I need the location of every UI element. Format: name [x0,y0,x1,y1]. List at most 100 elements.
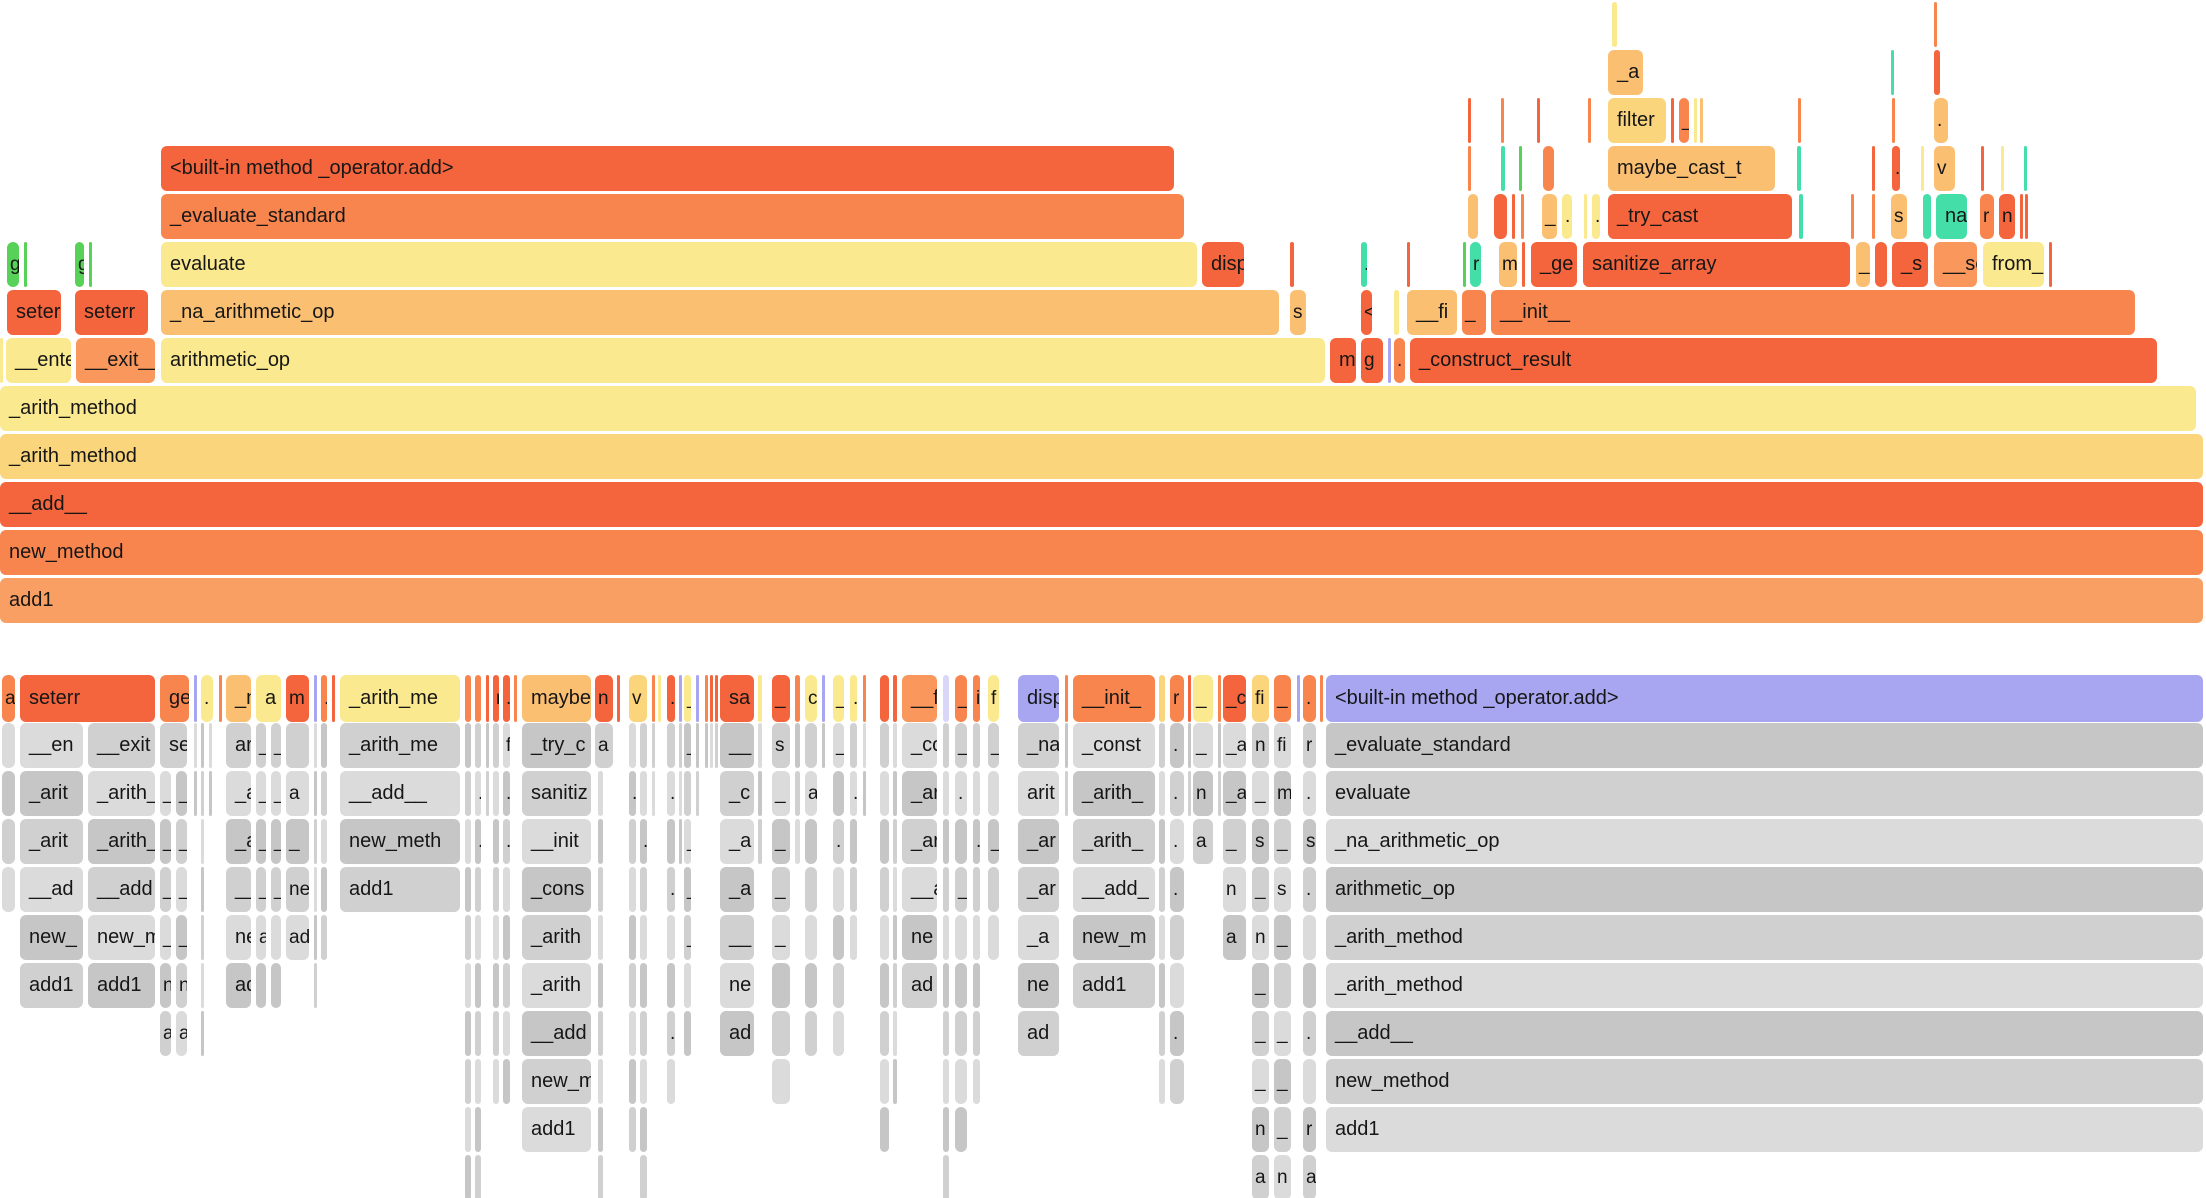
caller-cell[interactable]: f [503,723,510,768]
caller-cell[interactable] [640,915,647,960]
caller-cell[interactable]: _cons [522,867,591,912]
caller-cell[interactable] [475,1011,481,1056]
caller-cell[interactable] [955,1107,967,1152]
caller-cell[interactable] [893,723,897,768]
caller-cell[interactable]: n [160,963,171,1008]
caller-cell[interactable]: a [160,1011,171,1056]
caller-cell[interactable] [201,1011,204,1056]
flame-frame[interactable]: seterr [7,290,61,335]
caller-cell[interactable] [973,963,980,1008]
caller-cell[interactable]: _ [176,867,187,912]
caller-cell[interactable]: s [1274,867,1291,912]
caller-cell[interactable]: _ [160,867,171,912]
caller-cell[interactable]: s [772,723,790,768]
caller-cell[interactable] [1218,723,1221,768]
caller-cell[interactable]: _ [772,771,790,816]
caller-cell[interactable]: _ [160,819,171,864]
caller-cell[interactable] [629,867,636,912]
caller-cell[interactable]: _ [1274,915,1291,960]
caller-cell[interactable]: _ [988,723,999,768]
sandwich-frame[interactable]: c [805,675,817,722]
flame-frame[interactable]: n [1999,194,2015,239]
flame-frame[interactable]: evaluate [161,242,1197,287]
caller-cell[interactable]: _ar [902,819,937,864]
caller-cell[interactable] [667,963,675,1008]
sandwich-frame[interactable] [758,675,762,722]
caller-cell[interactable]: . [629,771,636,816]
sandwich-frame[interactable]: . [850,675,857,722]
caller-cell[interactable] [667,819,675,864]
caller-cell[interactable]: . [503,819,510,864]
caller-cell[interactable]: __add_ [1073,867,1155,912]
sandwich-frame[interactable] [1218,675,1221,722]
caller-cell[interactable]: __ [226,867,251,912]
flame-frame[interactable]: v [1934,146,1955,191]
caller-cell[interactable] [696,723,699,768]
caller-cell[interactable] [475,915,481,960]
caller-cell[interactable] [943,771,949,816]
caller-cell[interactable]: ad [902,963,937,1008]
flame-frame[interactable] [1468,98,1471,143]
caller-cell[interactable] [943,867,949,912]
caller-cell[interactable]: a [805,771,817,816]
caller-cell[interactable] [475,867,481,912]
flame-frame[interactable]: arithmetic_op [161,338,1325,383]
caller-cell[interactable] [758,723,762,768]
flame-frame[interactable]: __enter_ [6,338,71,383]
sandwich-frame[interactable] [863,675,866,722]
caller-cell[interactable]: _arith_method [1326,963,2203,1008]
flame-frame[interactable]: _a [1608,50,1643,95]
caller-cell[interactable]: a [256,915,266,960]
sandwich-frame[interactable] [194,675,197,722]
caller-cell[interactable]: _a [1223,771,1246,816]
flame-frame[interactable] [1671,98,1674,143]
flame-frame[interactable] [1584,194,1587,239]
sandwich-frame[interactable] [1159,675,1165,722]
flame-frame[interactable]: . [1934,98,1948,143]
caller-cell[interactable]: a [286,771,309,816]
caller-cell[interactable] [493,771,499,816]
caller-cell[interactable]: _a [226,819,251,864]
caller-cell[interactable] [893,1011,897,1056]
flame-frame[interactable]: g [1361,338,1383,383]
caller-cell[interactable] [314,819,317,864]
caller-cell[interactable]: _a [1223,723,1246,768]
caller-cell[interactable]: _arith_ [88,771,155,816]
flame-frame[interactable] [1543,146,1554,191]
flame-frame[interactable]: __init__ [1491,290,2135,335]
flame-frame[interactable]: g [7,242,19,287]
sandwich-frame[interactable] [1297,675,1300,722]
sandwich-frame[interactable]: disp [1018,675,1059,722]
caller-cell[interactable] [684,1011,691,1056]
flame-frame[interactable]: filter [1608,98,1666,143]
caller-cell[interactable] [679,723,682,768]
flame-frame[interactable] [1799,194,1803,239]
caller-cell[interactable]: new_method [1326,1059,2203,1104]
caller-cell[interactable]: s [1252,819,1269,864]
caller-cell[interactable] [893,1059,897,1104]
caller-cell[interactable] [988,915,999,960]
caller-cell[interactable] [973,723,980,768]
sandwich-frame[interactable]: fi [1252,675,1269,722]
caller-cell[interactable] [209,771,212,816]
caller-cell[interactable]: __add [88,867,155,912]
caller-cell[interactable]: _ [772,819,790,864]
caller-cell[interactable]: m [1274,771,1291,816]
caller-cell[interactable] [805,963,817,1008]
caller-cell[interactable]: _ [256,867,266,912]
caller-cell[interactable]: _ [955,867,967,912]
caller-cell[interactable] [271,963,281,1008]
caller-cell[interactable] [772,1059,790,1104]
caller-cell[interactable]: n [1252,915,1269,960]
caller-cell[interactable] [465,1059,471,1104]
caller-cell[interactable]: . [1170,771,1184,816]
caller-cell[interactable] [758,771,762,816]
caller-cell[interactable] [465,1011,471,1056]
flame-frame[interactable] [1891,50,1894,95]
sandwich-frame[interactable] [314,675,317,722]
caller-cell[interactable] [880,963,889,1008]
caller-cell[interactable]: n [1193,771,1213,816]
caller-cell[interactable] [833,963,844,1008]
caller-cell[interactable] [880,915,889,960]
sandwich-frame[interactable] [893,675,897,722]
